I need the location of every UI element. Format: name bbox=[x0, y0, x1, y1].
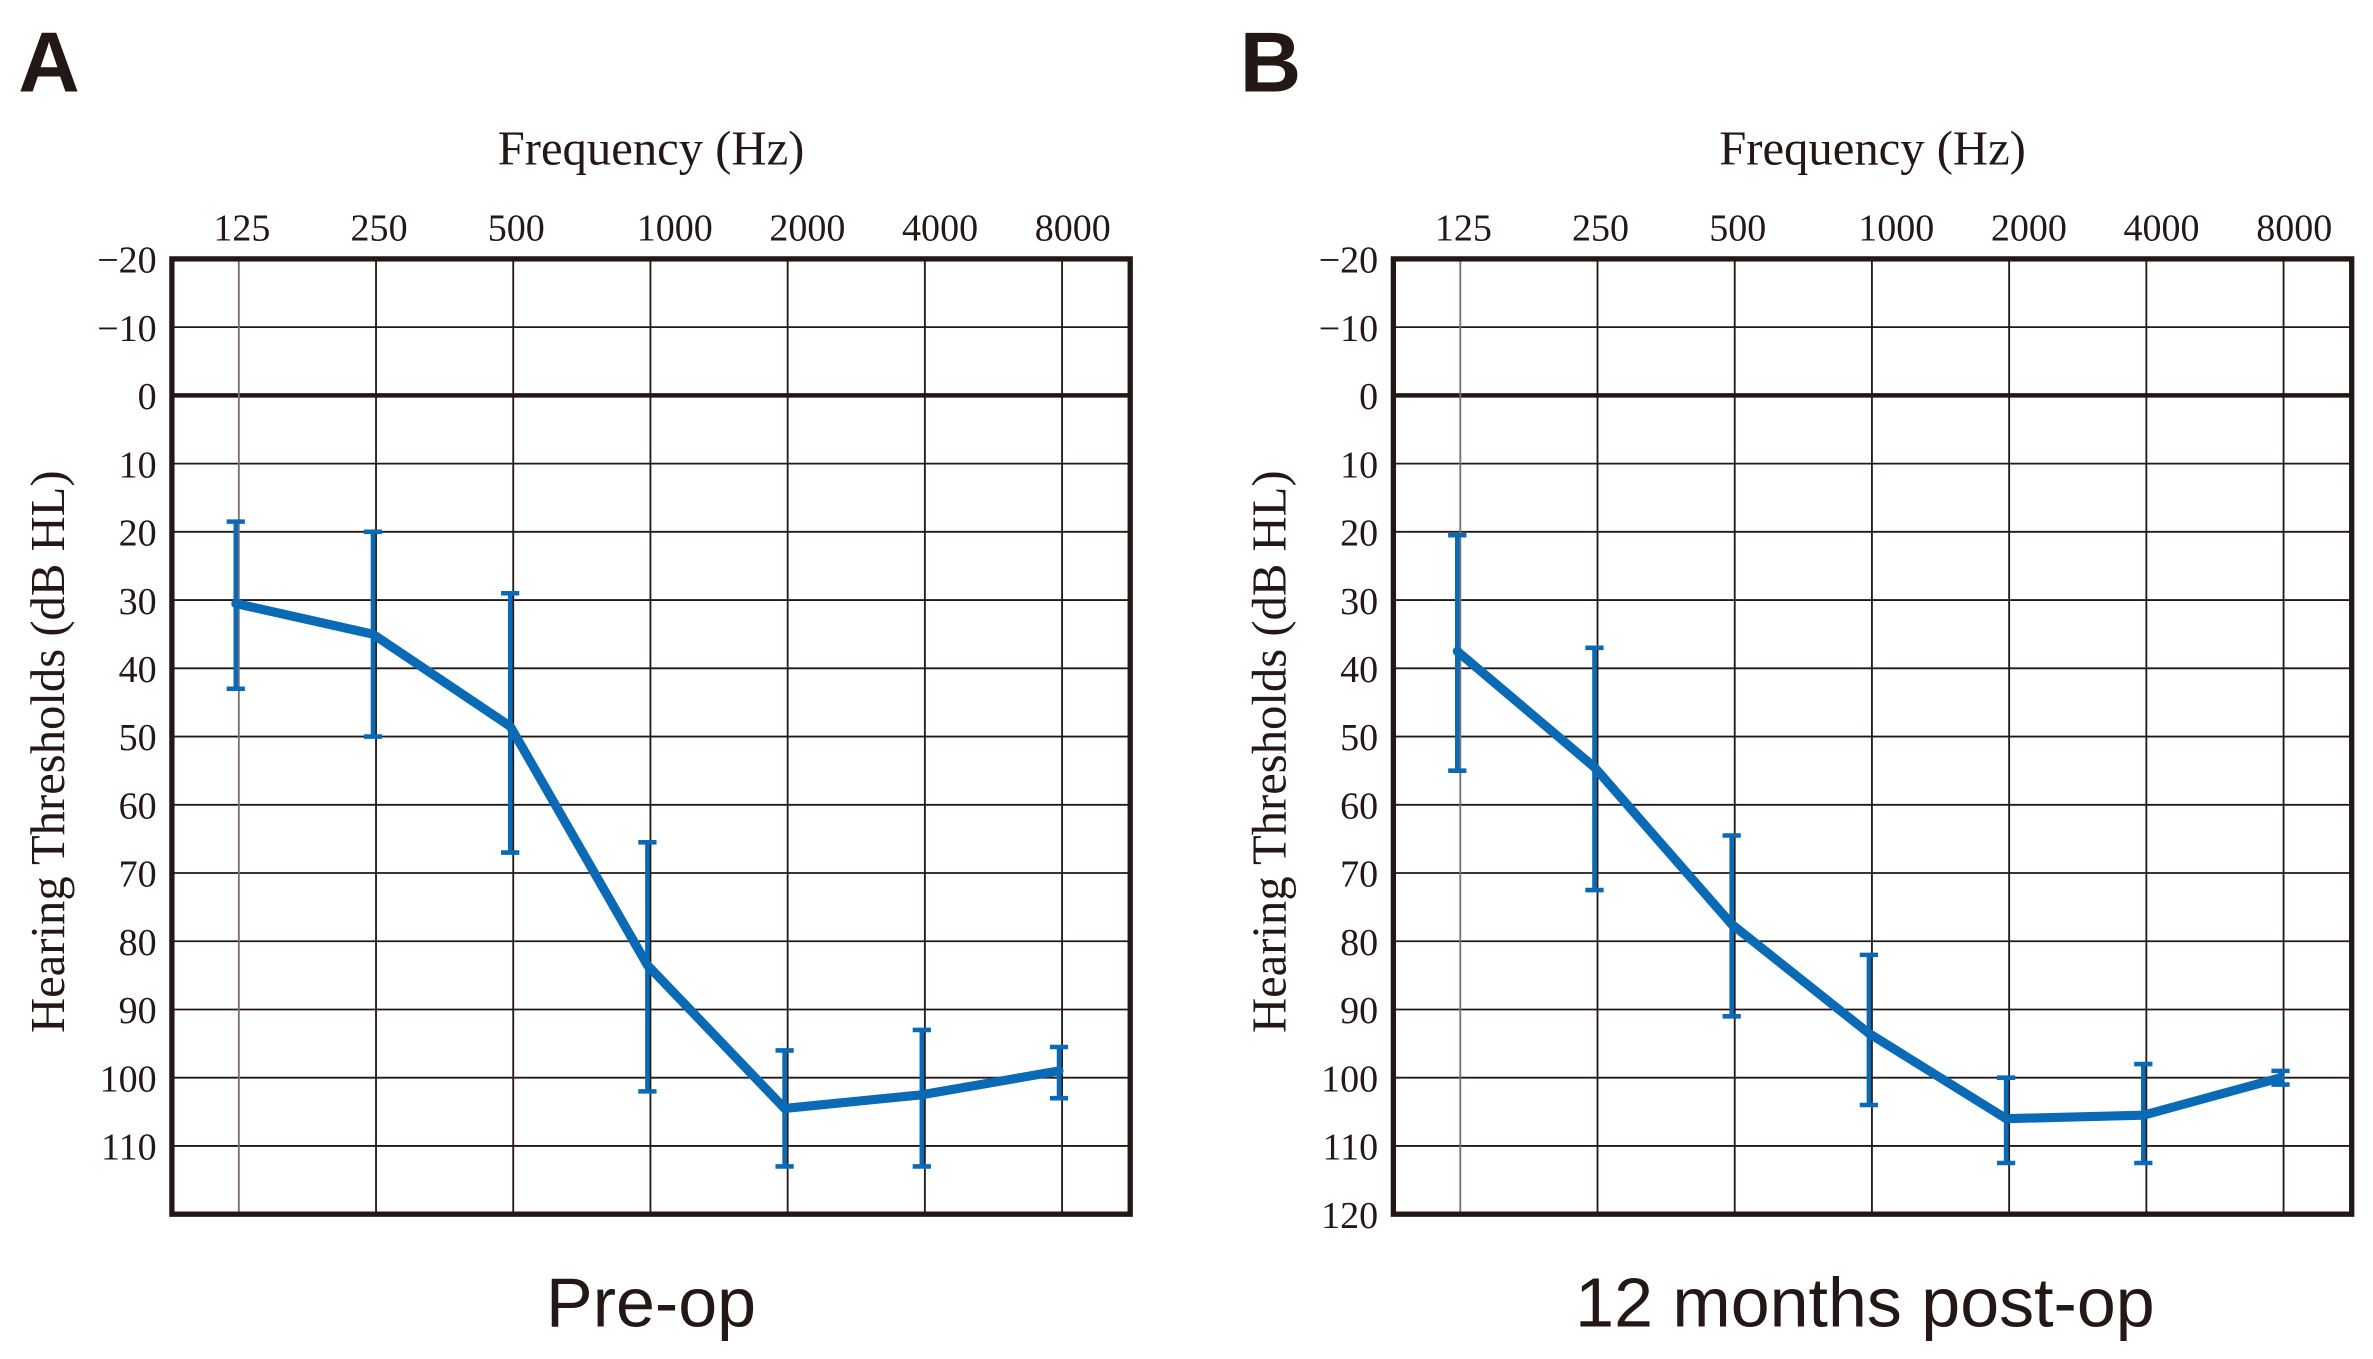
data-point bbox=[231, 598, 241, 609]
x-axis-title: Frequency (Hz) bbox=[1719, 122, 2026, 176]
y-tick-label: 10 bbox=[1340, 444, 1378, 486]
panel-caption: 12 months post-op bbox=[1575, 1264, 2155, 1342]
y-tick-label: 80 bbox=[119, 922, 157, 964]
y-tick-label: 0 bbox=[138, 376, 157, 418]
x-tick-label: 4000 bbox=[902, 208, 978, 250]
y-tick-label: 120 bbox=[1321, 1195, 1378, 1237]
plot-frame bbox=[169, 256, 1133, 1217]
data-point bbox=[780, 1103, 790, 1113]
y-tick-label: 100 bbox=[100, 1058, 157, 1100]
panel-b: B Frequency (Hz) Hearing Thresholds (dB HL… bbox=[1240, 16, 2355, 1342]
x-tick-label: 8000 bbox=[1035, 208, 1111, 250]
y-tick-label: 40 bbox=[119, 649, 157, 691]
y-tick-label: −10 bbox=[1319, 308, 1378, 350]
x-tick-label: 125 bbox=[213, 208, 270, 250]
data-point bbox=[1727, 919, 1737, 929]
y-tick-label: 70 bbox=[119, 854, 157, 896]
y-tick-label: 20 bbox=[1340, 513, 1378, 555]
data-point bbox=[1054, 1066, 1064, 1076]
x-tick-label: 500 bbox=[488, 208, 545, 250]
data-point bbox=[2275, 1073, 2286, 1083]
data-point bbox=[505, 721, 515, 731]
y-tick-label: 80 bbox=[1340, 922, 1378, 964]
y-tick-label: 10 bbox=[119, 444, 157, 486]
y-tick-label: 110 bbox=[101, 1127, 157, 1169]
y-axis-title: Hearing Thresholds (dB HL) bbox=[1242, 470, 1296, 1033]
data-point bbox=[1864, 1028, 1874, 1038]
x-tick-label: 250 bbox=[351, 208, 408, 250]
y-tick-label: 50 bbox=[1340, 717, 1378, 759]
x-tick-label: 500 bbox=[1709, 208, 1766, 250]
y-tick-label: 110 bbox=[1323, 1127, 1379, 1169]
data-point bbox=[368, 629, 378, 639]
x-tick-label: 250 bbox=[1572, 208, 1629, 250]
y-tick-label: −20 bbox=[1319, 240, 1378, 282]
y-tick-label: 30 bbox=[1340, 581, 1378, 623]
panel-a: A Frequency (Hz) Hearing Thresholds (dB HL… bbox=[18, 16, 1133, 1342]
y-tick-label: 100 bbox=[1321, 1058, 1378, 1100]
y-tick-label: 90 bbox=[1340, 990, 1378, 1032]
x-tick-label: 125 bbox=[1435, 208, 1492, 250]
panel-caption: Pre-op bbox=[546, 1264, 756, 1342]
x-tick-label: 2000 bbox=[1991, 208, 2067, 250]
data-point bbox=[917, 1090, 927, 1100]
y-tick-label: −10 bbox=[97, 308, 156, 350]
x-tick-label: 2000 bbox=[769, 208, 845, 250]
y-tick-label: 20 bbox=[119, 513, 157, 555]
panel-label: B bbox=[1240, 16, 1302, 111]
data-point bbox=[1452, 646, 1462, 656]
x-axis-title: Frequency (Hz) bbox=[498, 122, 805, 176]
x-tick-label: 8000 bbox=[2256, 208, 2332, 250]
y-tick-label: 30 bbox=[119, 581, 157, 623]
y-tick-label: 0 bbox=[1359, 376, 1378, 418]
x-tick-label: 1000 bbox=[637, 208, 713, 250]
data-point bbox=[2001, 1114, 2011, 1124]
data-point bbox=[2138, 1110, 2148, 1120]
y-tick-label: −20 bbox=[97, 240, 156, 282]
y-tick-label: 40 bbox=[1340, 649, 1378, 691]
y-axis-title: Hearing Thresholds (dB HL) bbox=[21, 470, 75, 1033]
y-tick-label: 50 bbox=[119, 717, 157, 759]
panel-label: A bbox=[18, 16, 80, 111]
y-tick-label: 70 bbox=[1340, 854, 1378, 896]
x-tick-label: 1000 bbox=[1858, 208, 1934, 250]
plot-frame bbox=[1390, 256, 2355, 1217]
y-tick-label: 60 bbox=[119, 785, 157, 827]
x-tick-label: 4000 bbox=[2124, 208, 2200, 250]
y-tick-label: 60 bbox=[1340, 785, 1378, 827]
data-point bbox=[642, 960, 652, 970]
y-tick-label: 90 bbox=[119, 990, 157, 1032]
data-point bbox=[1589, 762, 1600, 772]
